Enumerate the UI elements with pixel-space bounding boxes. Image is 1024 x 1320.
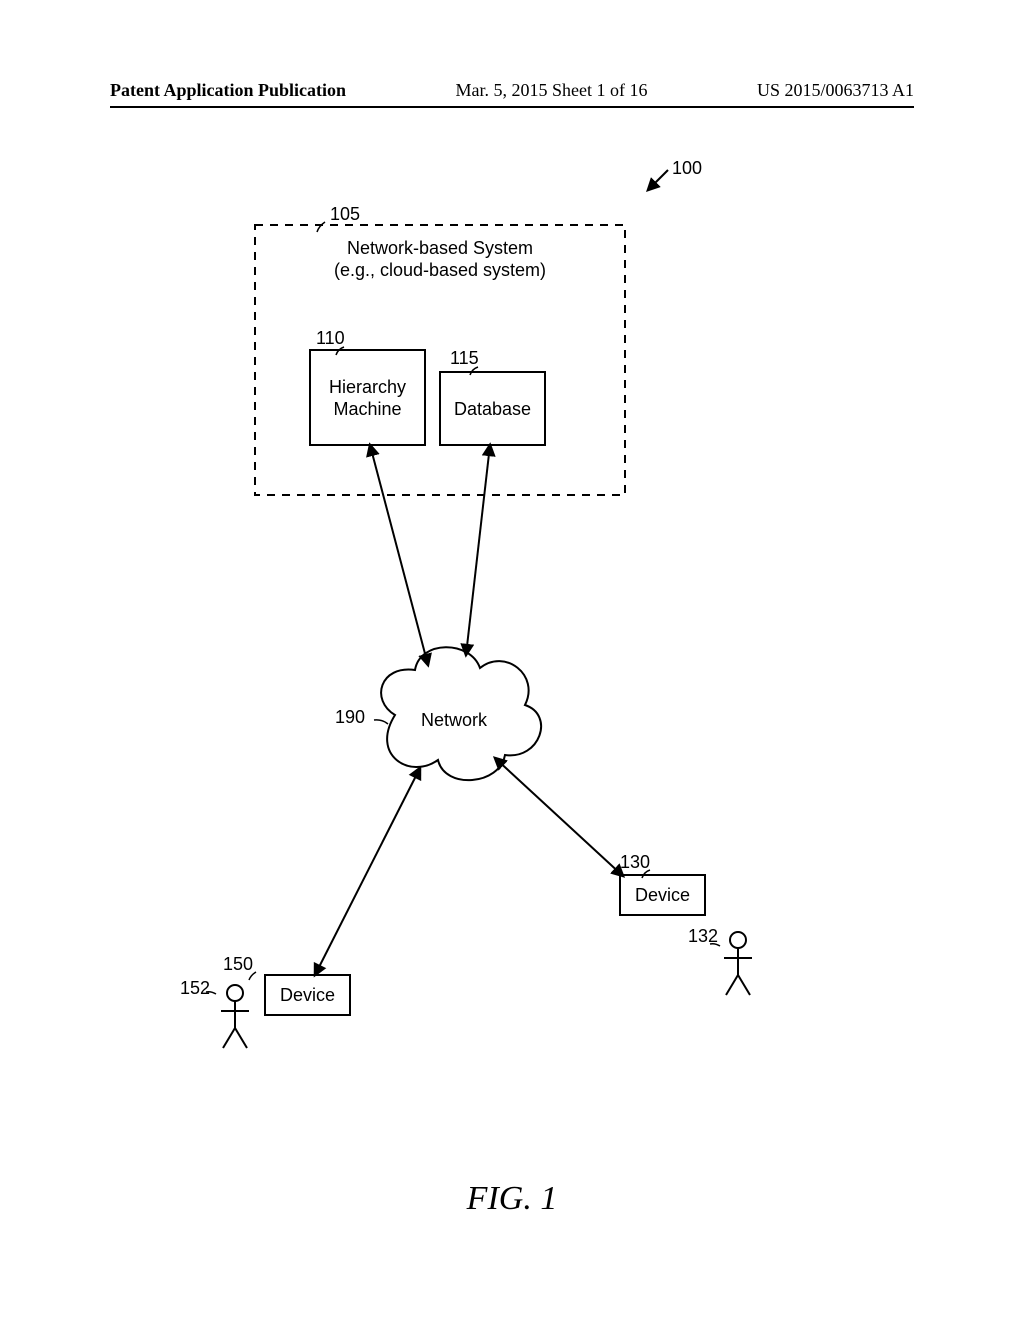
leader-105 (317, 222, 325, 232)
ref-130: 130 (620, 852, 650, 873)
ref-110: 110 (316, 328, 345, 349)
system-title-line1: Network-based System (347, 238, 533, 258)
user-132-icon (724, 932, 752, 995)
ref-132: 132 (688, 926, 718, 947)
leader-100 (648, 170, 668, 190)
figure-caption: FIG. 1 (0, 1180, 1024, 1218)
ref-115: 115 (450, 348, 479, 369)
leader-190 (374, 720, 388, 724)
network-label: Network (421, 710, 487, 731)
hierarchy-line1: Hierarchy (329, 377, 406, 397)
ref-152: 152 (180, 978, 210, 999)
arrow-network-device150 (315, 768, 420, 975)
device130-label: Device (620, 885, 705, 907)
ref-100: 100 (672, 158, 702, 179)
arrow-hierarchy-network (370, 445, 428, 665)
ref-150: 150 (223, 954, 253, 975)
database-label: Database (440, 399, 545, 421)
ref-190: 190 (335, 707, 365, 728)
page: Patent Application Publication Mar. 5, 2… (0, 0, 1024, 1320)
hierarchy-label: Hierarchy Machine (310, 377, 425, 420)
user-152-icon (221, 985, 249, 1048)
ref-105: 105 (330, 204, 360, 225)
arrow-database-network (466, 445, 490, 655)
diagram-svg (0, 0, 1024, 1320)
device150-label: Device (265, 985, 350, 1007)
arrow-network-device130 (495, 758, 623, 876)
hierarchy-line2: Machine (333, 399, 401, 419)
system-title: Network-based System (e.g., cloud-based … (255, 238, 625, 281)
system-title-line2: (e.g., cloud-based system) (334, 260, 546, 280)
